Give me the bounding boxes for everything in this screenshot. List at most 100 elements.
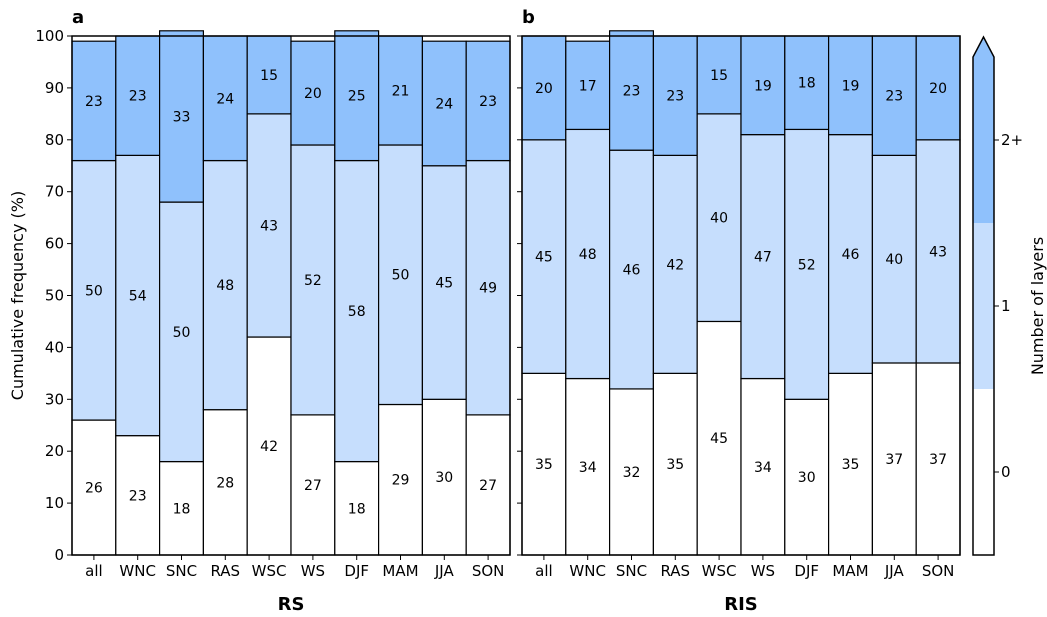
value-label: 24 bbox=[216, 91, 234, 107]
bar-segment-b-RAS-2+ bbox=[652, 35, 698, 156]
bar-segment-b-WSC-0 bbox=[696, 320, 742, 556]
category-label: all bbox=[85, 562, 103, 580]
bar-segment-a-SON-0 bbox=[465, 414, 511, 556]
value-label: 23 bbox=[129, 488, 147, 504]
bar-segment-a-SNC-2+ bbox=[159, 30, 205, 203]
bar-segment-a-JJA-2+ bbox=[421, 40, 467, 167]
value-label: 20 bbox=[304, 86, 322, 102]
category-label: MAM bbox=[832, 562, 868, 580]
value-label: 29 bbox=[392, 473, 410, 489]
category-label: all bbox=[535, 562, 553, 580]
y-axis-title: Cumulative frequency (%) bbox=[8, 191, 27, 400]
bar-segment-b-SON-0 bbox=[915, 362, 961, 556]
colorbar-title: Number of layers bbox=[1028, 237, 1047, 375]
colorbar-outline bbox=[972, 35, 995, 556]
bar-segment-b-SON-2+ bbox=[915, 35, 961, 141]
bar-segment-b-MAM-1 bbox=[827, 134, 873, 374]
value-label: 30 bbox=[798, 470, 816, 486]
value-label: 26 bbox=[85, 481, 103, 497]
y-tick-label: 30 bbox=[45, 390, 64, 408]
value-label: 47 bbox=[754, 250, 772, 266]
value-label: 37 bbox=[929, 452, 947, 468]
value-label: 24 bbox=[435, 96, 453, 112]
value-label: 17 bbox=[579, 78, 597, 94]
panel-letter: a bbox=[72, 7, 84, 28]
y-tick-label: 50 bbox=[45, 287, 64, 305]
category-label: MAM bbox=[382, 562, 418, 580]
value-label: 21 bbox=[392, 83, 410, 99]
value-label: 52 bbox=[304, 273, 322, 289]
category-label: SON bbox=[472, 562, 505, 580]
value-label: 20 bbox=[535, 81, 553, 97]
bar-segment-a-RAS-2+ bbox=[202, 35, 248, 162]
chart-panels: 26 50 23 all 23 54 23 WNC 18 50 33 SNC 28 48 24 RAS 42 43… bbox=[35, 7, 961, 615]
value-label: 45 bbox=[435, 276, 453, 292]
value-label: 25 bbox=[348, 89, 366, 105]
panel-title: RS bbox=[278, 594, 305, 615]
bar-segment-a-WS-1 bbox=[290, 144, 336, 416]
value-label: 46 bbox=[623, 263, 641, 279]
bar-segment-b-WNC-2+ bbox=[565, 40, 611, 131]
colorbar-tick-label: 0 bbox=[1001, 463, 1011, 481]
bar-segment-b-DJF-1 bbox=[784, 128, 830, 400]
bar-segment-a-all-0 bbox=[71, 419, 117, 556]
category-label: DJF bbox=[794, 562, 819, 580]
value-label: 49 bbox=[479, 281, 497, 297]
bar-segment-a-WNC-2+ bbox=[115, 35, 161, 156]
y-tick-label: 10 bbox=[45, 494, 64, 512]
category-label: RAS bbox=[660, 562, 690, 580]
category-label: WNC bbox=[569, 562, 606, 580]
bar-segment-a-SNC-1 bbox=[159, 201, 205, 463]
category-label: RAS bbox=[210, 562, 240, 580]
bar-segment-a-DJF-2+ bbox=[334, 30, 380, 162]
bar-segment-a-WS-0 bbox=[290, 414, 336, 556]
bar-segment-a-JJA-1 bbox=[421, 165, 467, 400]
value-label: 27 bbox=[304, 478, 322, 494]
value-label: 43 bbox=[929, 244, 947, 260]
category-label: SON bbox=[922, 562, 955, 580]
value-label: 28 bbox=[216, 475, 234, 491]
bar-segment-b-MAM-2+ bbox=[827, 35, 873, 136]
category-label: DJF bbox=[344, 562, 369, 580]
y-tick-label: 20 bbox=[45, 442, 64, 460]
bar-segment-b-RAS-0 bbox=[652, 372, 698, 556]
value-label: 45 bbox=[710, 431, 728, 447]
bar-segment-b-DJF-2+ bbox=[784, 35, 830, 131]
bar-segment-b-DJF-0 bbox=[784, 398, 830, 556]
colorbar-segment-0 bbox=[973, 389, 994, 555]
bar-segment-a-SNC-0 bbox=[159, 460, 205, 556]
value-label: 19 bbox=[842, 78, 860, 94]
bar-segment-b-SNC-1 bbox=[608, 149, 654, 390]
value-label: 18 bbox=[348, 501, 366, 517]
value-label: 23 bbox=[129, 89, 147, 105]
value-label: 18 bbox=[173, 501, 191, 517]
value-label: 40 bbox=[710, 211, 728, 227]
bar-segment-b-WNC-0 bbox=[565, 377, 611, 556]
bar-segment-a-all-1 bbox=[71, 159, 117, 421]
value-label: 54 bbox=[129, 289, 147, 305]
category-label: WNC bbox=[119, 562, 156, 580]
value-label: 27 bbox=[479, 478, 497, 494]
bar-segment-a-SON-2+ bbox=[465, 40, 511, 162]
bar-segment-b-SNC-2+ bbox=[608, 30, 654, 151]
category-label: JJA bbox=[434, 562, 455, 580]
value-label: 23 bbox=[479, 94, 497, 110]
y-tick-label: 0 bbox=[54, 546, 64, 564]
y-tick-label: 60 bbox=[45, 235, 64, 253]
value-label: 58 bbox=[348, 304, 366, 320]
category-label: WSC bbox=[252, 562, 287, 580]
category-label: WS bbox=[301, 562, 325, 580]
value-label: 48 bbox=[216, 278, 234, 294]
y-tick-label: 70 bbox=[45, 183, 64, 201]
colorbar-segment-1 bbox=[973, 223, 994, 389]
value-label: 42 bbox=[666, 257, 684, 273]
value-label: 35 bbox=[842, 457, 860, 473]
bar-segment-a-all-2+ bbox=[71, 40, 117, 162]
bar-segment-a-MAM-2+ bbox=[378, 35, 424, 146]
value-label: 30 bbox=[435, 470, 453, 486]
value-label: 15 bbox=[260, 68, 278, 84]
bar-segment-a-MAM-1 bbox=[378, 144, 424, 406]
value-label: 50 bbox=[392, 268, 410, 284]
value-label: 34 bbox=[579, 460, 597, 476]
